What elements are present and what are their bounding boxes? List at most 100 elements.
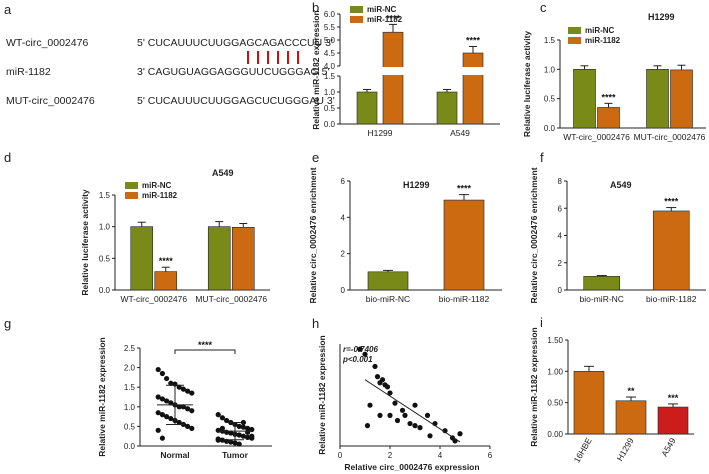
- y-tick-label: 8: [558, 177, 563, 186]
- data-point: [392, 400, 398, 406]
- data-point: [407, 420, 413, 427]
- y-tick-label: 6: [558, 204, 563, 213]
- bar-mir-nc-1: [130, 226, 154, 291]
- x-tick-label: H1299: [615, 436, 636, 463]
- y-tick-label: 2.0: [124, 364, 136, 373]
- panel-h: h 0 2 4 6 Relative miR-1182 expression Relativ…: [312, 316, 493, 472]
- x-tick-label: 0: [338, 451, 343, 460]
- data-point: [159, 435, 165, 441]
- significance-marker: **: [627, 386, 635, 396]
- chart-title: A549: [610, 180, 632, 190]
- y-tick-label: 4.0: [324, 62, 336, 71]
- y-tick-label: 1.5: [544, 36, 556, 45]
- x-tick-label: WT-circ_0002476: [563, 132, 630, 142]
- data-point: [245, 425, 251, 431]
- data-point: [357, 346, 363, 352]
- panel-c: c H1299 0.0 0.5 1.0 1.5 Relative luciferase ac…: [522, 0, 706, 142]
- data-point: [412, 423, 418, 429]
- data-point: [180, 404, 186, 410]
- data-point: [219, 437, 225, 443]
- significance-marker: ****: [601, 92, 616, 102]
- legend-swatch-mir: [125, 192, 138, 199]
- x-tick-label: bio-miR-NC: [580, 294, 624, 304]
- x-tick-label: Normal: [160, 450, 189, 460]
- legend-swatch-nc: [568, 27, 581, 34]
- sequence-name-mir: miR-1182: [6, 66, 51, 78]
- h-y-axis-label: Relative miR-1182 expression: [317, 335, 327, 455]
- d-y-axis-label: Relative luciferase activity: [80, 189, 90, 296]
- panel-d: d A549 0.0 0.5 1.0 1.5 Relative luciferase act…: [4, 150, 270, 304]
- y-tick-label: 5.5: [324, 23, 336, 32]
- data-point: [387, 390, 393, 396]
- annotation-p: p<0.001: [342, 355, 373, 364]
- x-tick-label: MUT-circ_0002476: [634, 132, 706, 142]
- x-tick-label: H1299: [367, 128, 392, 138]
- sequence-name-mut: MUT-circ_0002476: [6, 95, 95, 107]
- y-tick-label: 0.5: [324, 104, 336, 113]
- y-tick-label: 5.0: [324, 36, 336, 45]
- data-point: [185, 423, 191, 429]
- data-point: [236, 423, 242, 429]
- data-point: [176, 384, 182, 390]
- y-tick-label: 0.5: [99, 254, 111, 263]
- bar-2: [652, 210, 690, 291]
- significance-marker: ****: [159, 256, 174, 266]
- data-point: [236, 432, 242, 438]
- legend-swatch-nc: [350, 6, 363, 13]
- y-tick-label: 0: [558, 286, 563, 295]
- x-tick-label: bio-miR-NC: [366, 294, 410, 304]
- y-tick-label: 6.0: [324, 10, 336, 19]
- y-tick-label: 0.0: [544, 124, 556, 133]
- data-point: [155, 410, 161, 416]
- panel-e: e H1299 0 2 4 6 Relative circ_0002476 enrichme…: [308, 150, 502, 304]
- sequence-name-wt: WT-circ_0002476: [6, 37, 88, 49]
- b-y-axis-label: Relative miR-1182 expression: [311, 10, 321, 130]
- fit-line: [364, 379, 461, 443]
- bar-1: [583, 276, 621, 291]
- y-tick-label: 1.0: [124, 403, 136, 412]
- data-point: [164, 375, 170, 382]
- data-point: [219, 425, 225, 431]
- bar-mir-1182-1: [597, 107, 620, 129]
- x-tick-label: bio-miR-1182: [646, 294, 697, 304]
- chart-title: A549: [212, 168, 234, 178]
- y-tick-label: 0.5: [124, 422, 136, 431]
- bar-1: [367, 271, 409, 291]
- data-point: [176, 404, 182, 410]
- x-tick-label: A549: [659, 436, 678, 458]
- data-point: [224, 417, 230, 424]
- x-tick-label: 4: [438, 451, 443, 460]
- bar-mir-nc-2: [207, 226, 231, 291]
- y-tick-label: 1.00: [547, 367, 563, 376]
- data-point: [159, 396, 165, 402]
- bar-mir-nc-1: [356, 91, 378, 125]
- data-point: [424, 412, 431, 418]
- data-point: [155, 366, 161, 373]
- data-point: [377, 412, 383, 418]
- data-point: [176, 419, 182, 426]
- panel-letter-e: e: [312, 150, 319, 165]
- x-tick-label: Tumor: [222, 450, 249, 460]
- legend-label-nc: miR-NC: [585, 26, 615, 35]
- data-point: [189, 425, 195, 431]
- legend-label-mir: miR-1182: [367, 15, 403, 24]
- data-point: [228, 439, 234, 445]
- legend-label-mir: miR-1182: [142, 191, 178, 200]
- axis-break-band: [337, 67, 503, 75]
- e-y-axis-label: Relative circ_0002476 enrichment: [308, 167, 318, 303]
- data-point: [245, 434, 251, 440]
- bar-mir-nc-1: [573, 69, 596, 129]
- y-tick-label: 2.5: [124, 344, 136, 353]
- data-point: [399, 407, 406, 413]
- data-point: [364, 423, 371, 429]
- y-tick-label: 1.0: [324, 88, 336, 97]
- panel-f: f A549 0 2 4 6 8 Relative circ_0002476 enrichme…: [529, 150, 706, 304]
- y-tick-label: 0.0: [324, 120, 336, 129]
- g-y-axis-label: Relative miR-1182 expression: [97, 337, 107, 457]
- sequence-mir: 3' CAGUGUAGGAGGGUUCUGGGAG 5': [137, 66, 329, 78]
- data-point: [412, 402, 418, 408]
- data-point: [164, 414, 170, 420]
- x-tick-label: bio-miR-1182: [439, 294, 490, 304]
